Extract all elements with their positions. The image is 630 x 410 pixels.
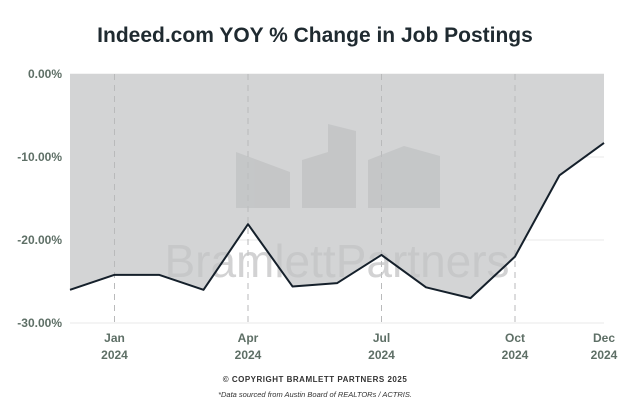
y-axis-ticks: 0.00% -10.00% -20.00% -30.00% xyxy=(17,67,62,330)
x-tick-month: Apr xyxy=(238,331,259,345)
x-tick-month: Jul xyxy=(373,331,390,345)
copyright-text: © COPYRIGHT BRAMLETT PARTNERS 2025 xyxy=(222,375,408,384)
x-tick-year: 2024 xyxy=(235,348,262,362)
x-axis-ticks: Jan 2024 Apr 2024 Jul 2024 Oct 2024 Dec 2024 xyxy=(101,331,618,362)
x-tick-year: 2024 xyxy=(368,348,395,362)
watermark-logo xyxy=(236,124,440,208)
chart-title: Indeed.com YOY % Change in Job Postings xyxy=(97,24,533,47)
source-note: *Data sourced from Austin Board of REALT… xyxy=(218,390,412,399)
x-tick-year: 2024 xyxy=(502,348,529,362)
watermark-text: BramlettPartners xyxy=(164,235,509,287)
x-tick-month: Oct xyxy=(505,331,525,345)
y-tick-label: -20.00% xyxy=(17,233,62,247)
y-tick-label: 0.00% xyxy=(28,67,62,81)
x-tick-year: 2024 xyxy=(101,348,128,362)
series-line xyxy=(69,142,605,300)
y-tick-label: -10.00% xyxy=(17,150,62,164)
y-tick-label: -30.00% xyxy=(17,316,62,330)
x-tick-month: Dec xyxy=(593,331,615,345)
x-tick-month: Jan xyxy=(104,331,125,345)
x-tick-year: 2024 xyxy=(591,348,618,362)
